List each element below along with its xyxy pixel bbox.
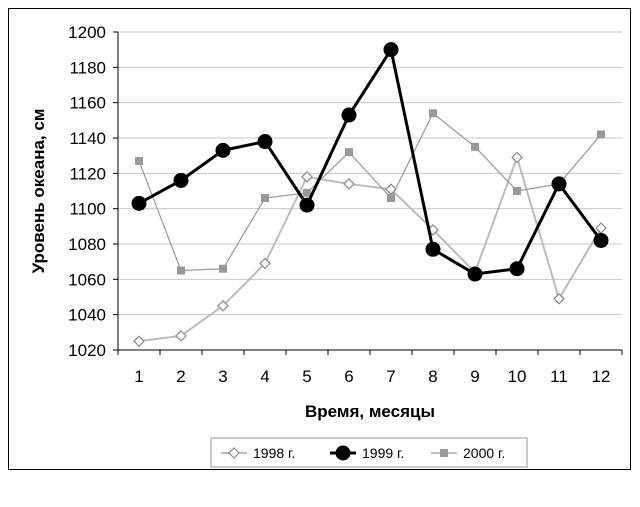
data-point-circle: [173, 172, 189, 188]
data-point-circle: [335, 445, 351, 461]
axes: [113, 31, 623, 355]
y-tick-label: 1020: [68, 341, 106, 360]
x-tick-labels: 1 2 3 4 5 6 7 8 9 10 11 12: [134, 367, 610, 386]
data-point-square: [345, 148, 353, 157]
series: [131, 42, 609, 348]
data-point-diamond: [553, 292, 565, 305]
data-point-square: [261, 194, 269, 203]
series-2: [131, 42, 609, 282]
data-point-diamond: [259, 257, 271, 270]
y-tick-label: 1120: [69, 164, 106, 183]
y-tick-labels: 1020 1040 1060 1080 1100 1120 1140 1160 1180 1200: [68, 23, 106, 360]
y-tick-label: 1160: [69, 94, 106, 113]
y-tick-label: 1040: [68, 306, 106, 325]
data-point-diamond: [343, 178, 355, 190]
data-point-diamond: [595, 222, 607, 234]
x-tick-label: 2: [176, 367, 185, 386]
series-line: [138, 156, 602, 343]
data-point-diamond: [301, 171, 313, 183]
legend-label: 2000 г.: [463, 445, 505, 461]
x-tick-label: 4: [260, 367, 269, 386]
data-point-square: [387, 194, 395, 203]
data-point-square: [429, 109, 437, 118]
data-point-square: [219, 264, 227, 273]
data-point-square: [513, 187, 521, 195]
data-point-square: [303, 188, 311, 197]
data-point-circle: [383, 42, 399, 58]
data-point-circle: [299, 197, 315, 213]
legend: 1998 г. 1999 г. 2000 г.: [210, 437, 528, 468]
chart-frame: [8, 8, 631, 470]
legend-label: 1999 г.: [362, 445, 404, 461]
y-tick-label: 1080: [68, 235, 106, 254]
x-tick-label: 12: [592, 367, 611, 386]
data-point-square: [440, 449, 448, 457]
data-point-diamond: [228, 447, 240, 459]
gridlines: [118, 31, 622, 316]
legend-label: 1998 г.: [253, 445, 295, 461]
data-point-circle: [257, 134, 273, 150]
series-1: [133, 151, 607, 348]
y-tick-label: 1200: [68, 23, 106, 42]
data-point-diamond: [511, 151, 523, 164]
y-tick-label: 1140: [69, 129, 106, 148]
data-point-circle: [341, 107, 357, 123]
y-tick-label: 1100: [69, 200, 106, 219]
y-axis-title: Уровень океана, см: [29, 109, 48, 274]
data-point-diamond: [175, 330, 187, 342]
x-tick-label: 5: [302, 367, 311, 386]
data-point-circle: [215, 142, 231, 158]
data-point-circle: [509, 261, 525, 277]
data-point-circle: [425, 241, 441, 257]
y-tick-label: 1060: [68, 270, 106, 289]
x-tick-label: 1: [134, 367, 143, 386]
x-tick-label: 3: [218, 367, 227, 386]
data-point-diamond: [217, 299, 229, 312]
data-point-square: [135, 156, 143, 165]
x-tick-label: 7: [386, 367, 395, 386]
x-tick-label: 8: [428, 367, 437, 386]
data-point-circle: [593, 232, 609, 248]
x-axis-title: Время, месяцы: [305, 402, 435, 421]
data-point-circle: [131, 195, 147, 211]
data-point-square: [471, 142, 479, 151]
data-point-square: [597, 130, 605, 139]
series-line: [138, 112, 602, 272]
x-tick-label: 9: [470, 367, 479, 386]
x-tick-label: 6: [344, 367, 353, 386]
legend-box: [210, 437, 528, 468]
data-point-circle: [551, 176, 567, 192]
x-tick-label: 11: [550, 367, 568, 386]
series-3: [135, 109, 605, 275]
y-tick-label: 1180: [69, 58, 106, 77]
data-point-diamond: [133, 335, 145, 348]
series-line: [138, 48, 603, 276]
data-point-square: [177, 266, 185, 275]
data-point-circle: [467, 266, 483, 282]
x-tick-label: 10: [508, 367, 527, 386]
